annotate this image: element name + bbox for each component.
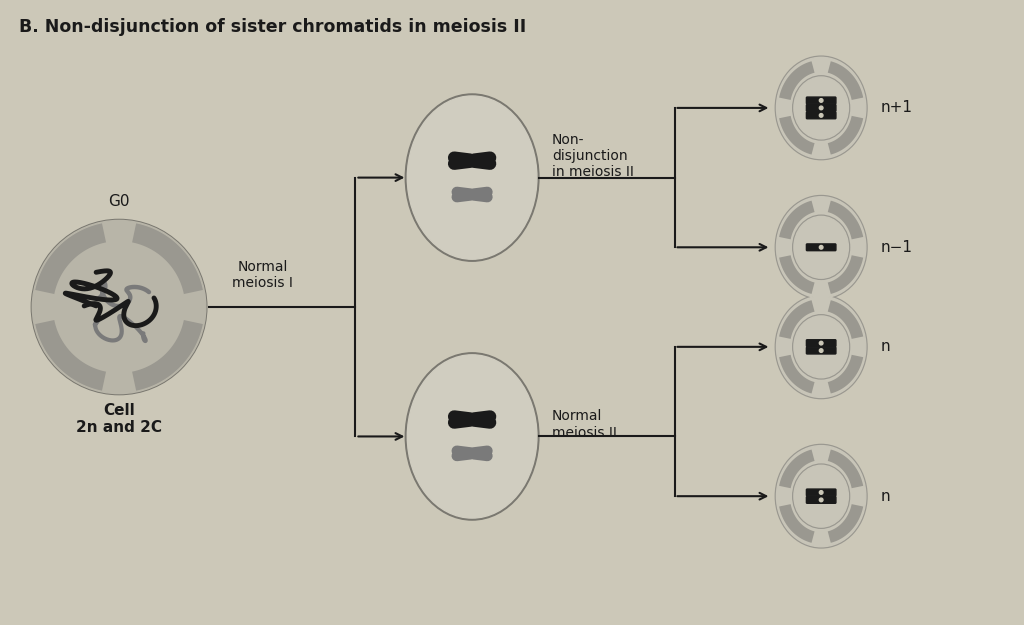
Text: G0: G0	[109, 194, 130, 209]
Ellipse shape	[775, 295, 867, 399]
Text: n−1: n−1	[881, 240, 913, 255]
Ellipse shape	[776, 58, 866, 159]
Ellipse shape	[776, 197, 866, 298]
FancyBboxPatch shape	[806, 104, 836, 111]
FancyBboxPatch shape	[806, 348, 836, 354]
FancyBboxPatch shape	[806, 112, 836, 119]
Text: n+1: n+1	[881, 101, 913, 116]
Ellipse shape	[794, 465, 849, 527]
Ellipse shape	[794, 316, 849, 378]
Ellipse shape	[775, 444, 867, 548]
Text: B. Non-disjunction of sister chromatids in meiosis II: B. Non-disjunction of sister chromatids …	[19, 18, 526, 36]
Circle shape	[819, 498, 823, 502]
FancyBboxPatch shape	[806, 489, 836, 496]
Ellipse shape	[775, 56, 867, 159]
Ellipse shape	[776, 296, 866, 398]
Ellipse shape	[406, 94, 539, 261]
Ellipse shape	[406, 353, 539, 520]
Ellipse shape	[793, 315, 850, 379]
Circle shape	[819, 106, 823, 110]
Circle shape	[819, 114, 823, 118]
Circle shape	[819, 246, 823, 249]
Circle shape	[819, 349, 823, 352]
Text: Normal
meiosis I: Normal meiosis I	[232, 260, 293, 290]
Ellipse shape	[794, 77, 849, 139]
Circle shape	[819, 99, 823, 102]
Ellipse shape	[775, 196, 867, 299]
FancyBboxPatch shape	[806, 496, 836, 503]
FancyBboxPatch shape	[806, 340, 836, 346]
Text: n: n	[881, 339, 891, 354]
Ellipse shape	[408, 355, 537, 518]
Ellipse shape	[793, 76, 850, 140]
Circle shape	[819, 491, 823, 494]
Ellipse shape	[793, 464, 850, 528]
Ellipse shape	[793, 215, 850, 279]
Text: Normal
meiosis II: Normal meiosis II	[552, 409, 616, 439]
FancyBboxPatch shape	[806, 244, 836, 251]
Circle shape	[819, 341, 823, 345]
Ellipse shape	[776, 446, 866, 547]
Ellipse shape	[408, 96, 537, 259]
Circle shape	[32, 219, 207, 394]
Circle shape	[55, 243, 183, 371]
Ellipse shape	[794, 216, 849, 278]
Text: n: n	[881, 489, 891, 504]
Circle shape	[33, 221, 206, 394]
Text: Cell
2n and 2C: Cell 2n and 2C	[76, 402, 162, 435]
FancyBboxPatch shape	[806, 97, 836, 104]
Text: Non-
disjunction
in meiosis II: Non- disjunction in meiosis II	[552, 132, 634, 179]
